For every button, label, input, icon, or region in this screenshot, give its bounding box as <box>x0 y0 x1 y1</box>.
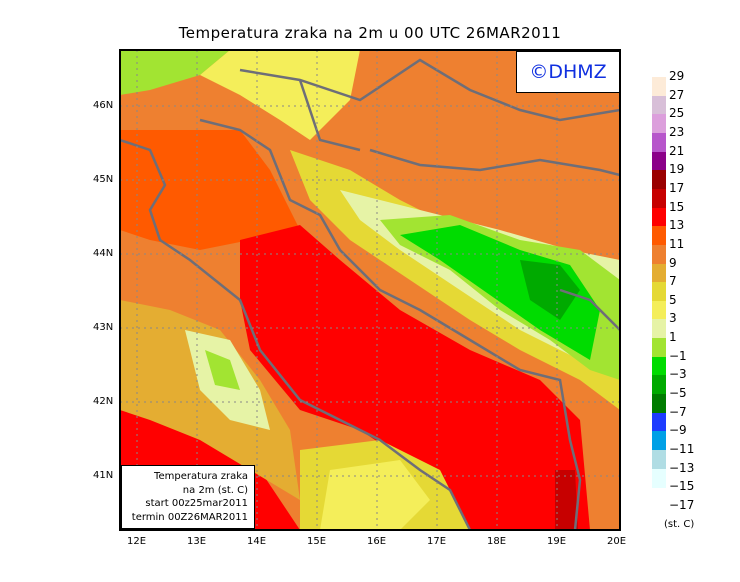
lon-tick: 18E <box>487 536 507 547</box>
legend-label: −3 <box>669 367 687 382</box>
legend-swatch <box>652 226 666 246</box>
legend-label: 3 <box>669 311 677 326</box>
legend-swatch <box>652 319 666 339</box>
legend-label: 17 <box>669 180 685 195</box>
legend-label: 13 <box>669 218 685 233</box>
legend-label: 5 <box>669 292 677 307</box>
field-north-cold <box>120 50 230 95</box>
legend-label: 19 <box>669 162 685 177</box>
legend-label: 15 <box>669 199 685 214</box>
legend-label: 27 <box>669 87 685 102</box>
legend-unit: (st. C) <box>664 519 695 530</box>
lat-tick: 45N <box>93 174 114 185</box>
lat-tick: 43N <box>93 322 114 333</box>
graticule <box>120 50 620 530</box>
legend-swatch <box>652 394 666 414</box>
field-mountain-cold <box>520 260 580 320</box>
legend-label: 7 <box>669 274 677 289</box>
lon-tick: 14E <box>247 536 267 547</box>
legend-label: 23 <box>669 124 685 139</box>
legend-swatch <box>652 412 666 432</box>
legend-swatch <box>652 188 666 209</box>
lat-tick: 42N <box>93 396 114 407</box>
lon-tick: 13E <box>187 536 207 547</box>
legend-swatch <box>652 77 666 97</box>
field-warm-spot <box>555 470 578 530</box>
map-title: Temperatura zraka na 2m u 00 UTC 26MAR20… <box>178 24 562 42</box>
legend-label: 9 <box>669 255 677 270</box>
field-alps <box>200 50 360 140</box>
info-line: Temperatura zraka <box>154 471 248 482</box>
legend-swatch <box>652 338 666 358</box>
legend-label: −11 <box>669 442 695 456</box>
lon-tick: 17E <box>427 536 447 547</box>
legend-label: −5 <box>669 386 687 401</box>
lon-tick: 16E <box>367 536 387 547</box>
legend-label: 1 <box>669 330 677 345</box>
legend-swatch <box>652 431 666 451</box>
legend-swatch <box>652 151 666 171</box>
lon-tick: 20E <box>607 536 627 547</box>
lat-tick: 46N <box>93 100 114 111</box>
map-frame <box>119 49 621 531</box>
info-line: na 2m (st. C) <box>182 484 248 496</box>
legend-swatch <box>652 170 666 190</box>
coastlines <box>120 58 620 530</box>
legend-label: −1 <box>669 348 687 363</box>
info-line: start 00z25mar2011 <box>145 498 248 509</box>
legend-label: −15 <box>669 479 695 494</box>
legend-label: −13 <box>669 460 695 475</box>
lat-tick: 44N <box>93 248 114 259</box>
legend-swatch <box>652 95 666 115</box>
legend-swatch <box>652 263 666 283</box>
legend-swatch <box>652 244 666 264</box>
legend-label: 11 <box>669 236 685 251</box>
field-pannonia <box>350 50 620 230</box>
legend-swatch <box>652 375 666 395</box>
lon-tick: 12E <box>127 536 147 547</box>
field-apennines-cold <box>205 350 240 390</box>
field-adriatic-warm <box>240 225 590 530</box>
legend-label: 21 <box>669 143 685 158</box>
legend-label: 29 <box>669 69 685 83</box>
legend-swatch <box>652 282 666 302</box>
legend-label: −7 <box>669 404 687 419</box>
field-north-adriatic <box>120 130 300 250</box>
legend-swatch <box>652 132 666 153</box>
legend-swatch <box>652 114 666 134</box>
lon-tick: 19E <box>547 536 567 547</box>
info-line: termin 00Z26MAR2011 <box>131 511 248 523</box>
legend-label: 25 <box>669 106 685 121</box>
lon-tick: 15E <box>307 536 327 547</box>
field-south-italy-cool <box>320 460 430 530</box>
legend-label: −17 <box>669 497 695 512</box>
legend-swatch <box>652 300 666 320</box>
info-box: Temperatura zraka na 2m (st. C) start 00… <box>121 465 255 529</box>
legend-swatch <box>652 468 666 488</box>
dhmz-logo: ©DHMZ <box>516 51 620 93</box>
legend-swatch <box>652 356 666 376</box>
legend-label: −9 <box>669 423 687 438</box>
legend-swatch <box>652 450 666 470</box>
field-bosnia-cold <box>400 225 600 360</box>
lat-tick: 41N <box>93 470 114 481</box>
legend-swatch <box>652 207 666 227</box>
